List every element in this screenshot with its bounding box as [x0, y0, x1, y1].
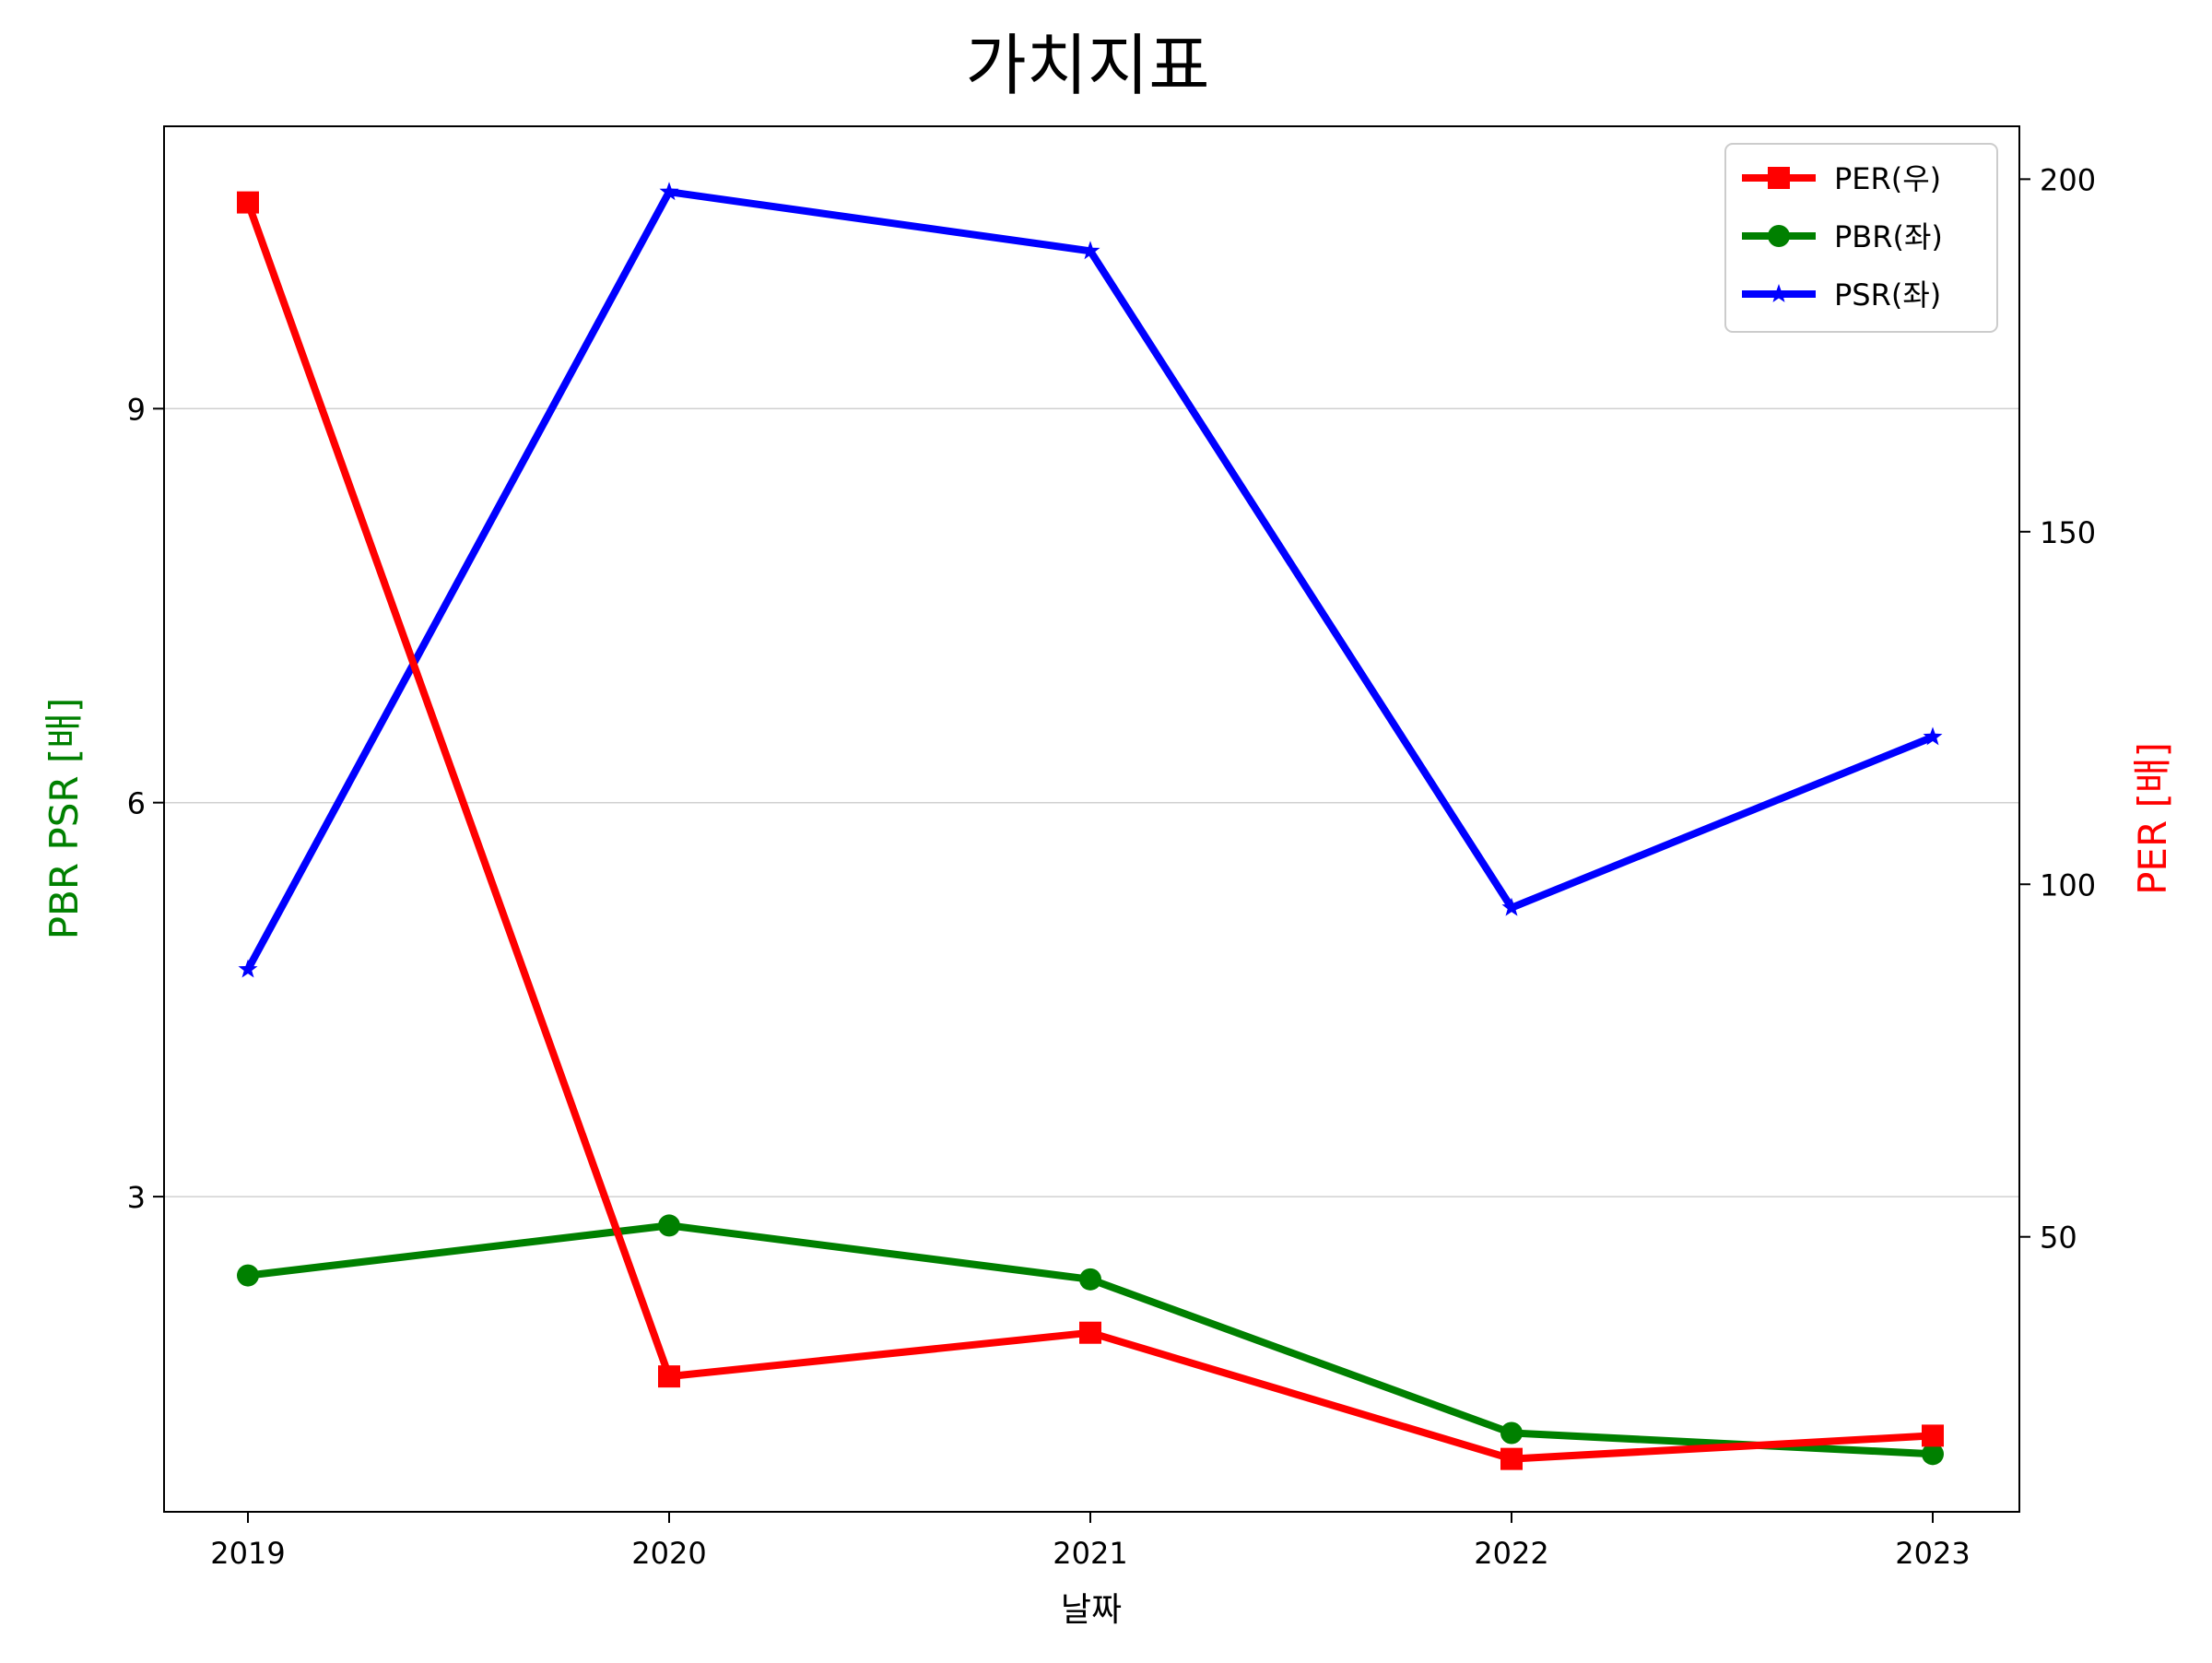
grid [164, 407, 2019, 1197]
legend-marker-0 [1768, 167, 1790, 189]
y-right-tick-label-100: 100 [2040, 867, 2096, 902]
x-tick-label-2021: 2021 [1053, 1536, 1127, 1571]
chart-title: 가치지표 [966, 27, 1210, 104]
data-point-1-2022 [1500, 1421, 1523, 1445]
data-point-0-2021 [1079, 1321, 1101, 1344]
y-axis-left: 3 6 9 [127, 392, 164, 1215]
legend-box [1724, 143, 1998, 333]
legend-label-2: PSR(좌) [1834, 277, 1941, 313]
data-point-1-2019 [237, 1264, 259, 1287]
data-point-0-2023 [1922, 1424, 1944, 1447]
data-point-2-2022 [1501, 897, 1522, 916]
x-tick-label-2023: 2023 [1895, 1536, 1970, 1571]
y-right-tick-label-50: 50 [2040, 1221, 2077, 1256]
y-left-tick-label-3: 3 [127, 1180, 146, 1215]
data-point-0-2020 [658, 1365, 680, 1388]
legend-label-0: PER(우) [1834, 161, 1941, 196]
data-point-0-2022 [1500, 1447, 1523, 1470]
x-tick-label-2020: 2020 [631, 1536, 706, 1571]
data-point-1-2020 [658, 1214, 680, 1237]
x-tick-label-2022: 2022 [1474, 1536, 1548, 1571]
legend-marker-2 [1769, 284, 1789, 302]
y-axis-right: 50 100 150 200 [2019, 162, 2096, 1256]
data-point-2-2020 [659, 182, 679, 201]
data-point-2-2021 [1080, 241, 1100, 260]
legend-marker-1 [1768, 225, 1790, 247]
series-2 [238, 182, 1943, 978]
data-point-0-2019 [237, 191, 259, 214]
series-layer [237, 182, 1944, 1470]
x-axis: 2019 2020 2021 2022 2023 [210, 1512, 1971, 1571]
legend-entry-0: PER(우) [1742, 161, 1941, 196]
data-point-1-2021 [1079, 1268, 1101, 1291]
legend-entry-1: PBR(좌) [1742, 219, 1943, 254]
legend-label-1: PBR(좌) [1834, 219, 1943, 254]
y-axis-right-label: PER [배] [2130, 742, 2175, 895]
plot-frame [163, 125, 2020, 1513]
data-point-2-2023 [1923, 726, 1943, 746]
data-point-1-2023 [1922, 1443, 1944, 1466]
y-left-tick-label-9: 9 [127, 392, 146, 427]
x-axis-label: 날짜 [1061, 1591, 1122, 1629]
series-line-2 [244, 188, 1936, 973]
series-1 [237, 1214, 1944, 1466]
y-right-tick-label-150: 150 [2040, 515, 2096, 550]
x-tick-label-2019: 2019 [210, 1536, 285, 1571]
legend: PER(우) PBR(좌) PSR(좌) [1724, 143, 1998, 333]
y-axis-left-label: PBR PSR [배] [41, 698, 87, 940]
y-left-tick-label-6: 6 [127, 786, 146, 821]
legend-entry-2: PSR(좌) [1742, 277, 1941, 313]
data-point-2-2019 [238, 959, 258, 978]
series-0 [237, 191, 1944, 1470]
y-right-tick-label-200: 200 [2040, 162, 2096, 197]
